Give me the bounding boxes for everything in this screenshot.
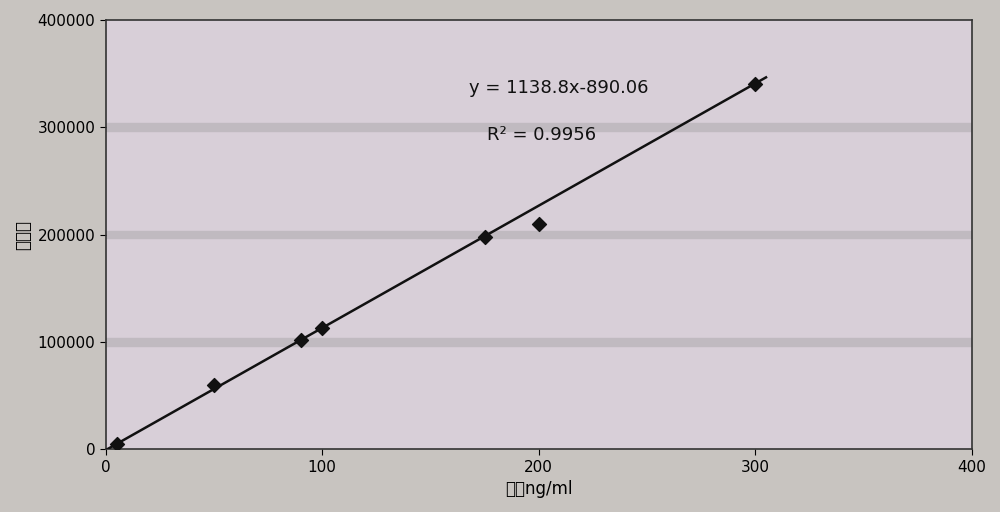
Point <box>206 380 222 389</box>
Text: R² = 0.9956: R² = 0.9956 <box>487 126 596 144</box>
Point <box>109 440 125 448</box>
Point <box>531 220 547 228</box>
Bar <box>106 231 972 238</box>
Text: y = 1138.8x-890.06: y = 1138.8x-890.06 <box>469 79 649 97</box>
Bar <box>106 338 972 346</box>
Point <box>747 80 763 89</box>
Y-axis label: 峰面积: 峰面积 <box>14 220 32 249</box>
Point <box>477 232 493 241</box>
Point <box>314 324 330 332</box>
Bar <box>106 123 972 131</box>
X-axis label: 浓度ng/ml: 浓度ng/ml <box>505 480 572 498</box>
Point <box>293 335 309 344</box>
